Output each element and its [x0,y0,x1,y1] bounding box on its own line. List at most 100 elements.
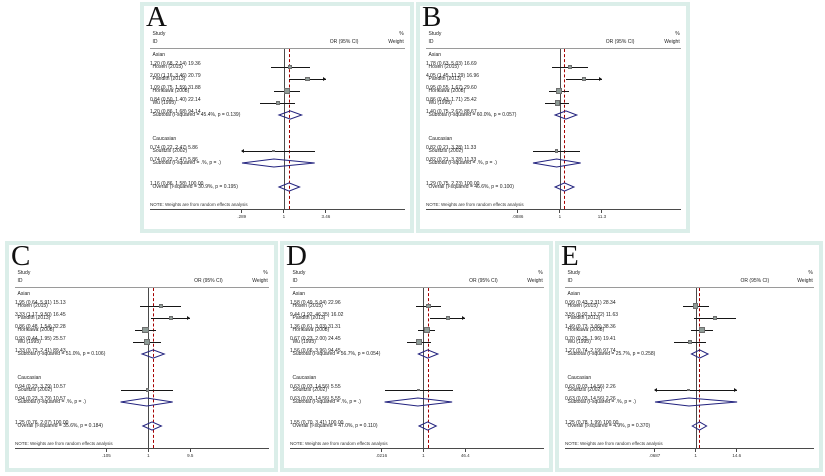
axis-tick-label: 46.4 [460,453,470,458]
effect-marker [713,316,717,320]
pooled-diamond [242,183,326,192]
null-line [423,288,425,448]
study-row: Wu (1995) 0.84 (0.50, 1.40) 22.14 [150,97,405,109]
ci-band [106,312,191,324]
ci-line [654,389,737,391]
plot-region: Asian Hosen (2015) 1.95 (0.64, 5.91) 15.… [15,288,269,448]
pooled-diamond [518,159,602,168]
study-row: Horikawa (2008) 0.86 (0.48, 1.54) 32.28 [15,324,269,336]
null-line [283,49,285,209]
or-ci-value: 0.74 (0.22, 2.47) [150,145,187,151]
study-row: Soulitzis (2002) 0.94 (0.23, 3.79) 10.57 [15,384,269,396]
col-study: Study [567,270,581,276]
column-headers: Study % ID OR (95% CI) Weight [15,265,269,288]
or-ci-value: 1.58 (0.49, 5.04) [290,300,327,306]
col-or-ci: OR (95% CI) [740,278,770,284]
diamond-band [106,420,190,432]
effect-marker [144,339,150,345]
weight-value: 2.26 [605,384,616,390]
or-ci-value: 0.63 (0.03, 14.56) [290,384,330,390]
subtotal-row: Subtotal (I-squared = 56.7%, p = 0.054) … [290,348,544,360]
diamond-band [242,181,326,193]
study-id: Horikawa (2008) [567,327,605,333]
forest-panel-c: C Study % ID OR (95% CI) Weight Asian Ho… [5,241,278,472]
ci-band [381,336,465,348]
study-row: Pandith (2013) 4.05 (1.45, 11.29) 16.96 [426,73,681,85]
study-id: Pandith (2013) [292,315,326,321]
or-ci-value: 1.40 (0.75, 2.62) [426,109,463,115]
ci-arrow-right [322,77,326,81]
study-row: Horikawa (2008) 1.36 (0.61, 3.03) 31.31 [290,324,544,336]
study-row: Hosen (2015) 1.95 (0.64, 5.91) 15.13 [15,300,269,312]
effect-marker [554,149,559,153]
pooled-label: Subtotal (I-squared = 25.7%, p = 0.258) [567,351,656,357]
effect-marker [305,76,310,82]
or-ci-value: 0.86 (0.48, 1.54) [15,324,52,330]
forest-plot: Study % ID OR (95% CI) Weight Asian Hose… [15,265,269,464]
group-label: Caucasian [292,375,317,381]
col-study: Study [292,270,306,276]
axis-tick [189,449,191,452]
overall-estimate-line [288,49,290,209]
overall-row: Overall (I-squared = 46.6%, p = 0.100) 1… [426,181,681,193]
or-ci-value: 0.94 (0.23, 3.79) [15,396,52,402]
effect-marker [287,64,293,70]
ci-band [381,312,466,324]
pooled-diamond [655,422,737,431]
weight-value: 94.14 [188,109,201,115]
weight-value: 5.55 [330,396,341,402]
diamond-band [518,109,602,121]
spacer-row [290,360,544,372]
ci-band [655,300,737,312]
axis-tick-label: 14.6 [732,453,742,458]
study-id: Wu (1995) [567,339,591,345]
weight-value: 11.63 [605,312,619,318]
or-ci-value: 0.84 (0.50, 1.40) [150,97,187,103]
plot-spacer [290,432,544,440]
diamond-band [381,420,465,432]
weight-value: 32.28 [53,324,66,330]
axis-tick [325,210,327,213]
subtotal-row: Subtotal (I-squared = .%, p = .) 0.63 (0… [565,396,814,408]
axis-tick-label: .105 [102,453,111,458]
weights-note: NOTE: Weights are from random effects an… [150,202,248,207]
pooled-label: Subtotal (I-squared = 51.0%, p = 0.106) [17,351,106,357]
pooled-label: Subtotal (I-squared = .%, p = .) [17,399,86,405]
or-ci-value: 1.36 (0.61, 3.03) [290,324,327,330]
pooled-label: Overall (I-squared = 4.9%, p = 0.370) [567,423,651,429]
overall-row: Overall (I-squared = 35.6%, p = 0.184) 1… [15,420,269,432]
group-label: Caucasian [152,136,177,142]
col-percent: % [675,31,680,37]
axis-tick-label: 11.3 [597,214,607,219]
or-ci-value: 1.20 (0.86, 1.68) [150,109,187,115]
group-row: Caucasian [150,133,405,145]
subtotal-row: Subtotal (I-squared = 25.7%, p = 0.258) … [565,348,814,360]
study-row: Wu (1995) 0.86 (0.43, 1.71) 25.42 [426,97,681,109]
or-ci-value: 1.49 (0.73, 3.06) [565,324,602,330]
weight-value: 88.67 [464,109,477,115]
study-row: Horikawa (2008) 1.09 (0.75, 1.59) 31.88 [150,85,405,97]
diamond-band [655,348,737,360]
col-percent: % [538,270,543,276]
pooled-label: Subtotal (I-squared = .%, p = .) [152,160,221,166]
column-headers: Study % ID OR (95% CI) Weight [426,26,681,49]
weight-value: 28.34 [603,300,616,306]
overall-row: Overall (I-squared = 30.9%, p = 0.195) 1… [150,181,405,193]
col-weight: Weight [388,39,404,45]
or-ci-value: 3.33 (1.17, 9.50) [15,312,52,318]
or-ci-value: 0.74 (0.22, 2.47) [150,157,187,163]
group-label: Asian [292,291,306,297]
study-id: Wu (1995) [152,100,176,106]
pooled-label: Overall (I-squared = 47.0%, p = 0.110) [292,423,378,429]
weight-value: 16.02 [330,312,344,318]
spacer-row [15,360,269,372]
ci-band [655,324,737,336]
subtotal-row: Subtotal (I-squared = 51.0%, p = 0.106) … [15,348,269,360]
or-ci-value: 0.86 (0.43, 1.71) [426,97,463,103]
ci-band [242,85,326,97]
pooled-diamond [655,398,737,407]
or-ci-value: 1.56 (0.66, 3.96) [290,348,327,354]
group-label: Caucasian [567,375,592,381]
ci-band [106,300,190,312]
